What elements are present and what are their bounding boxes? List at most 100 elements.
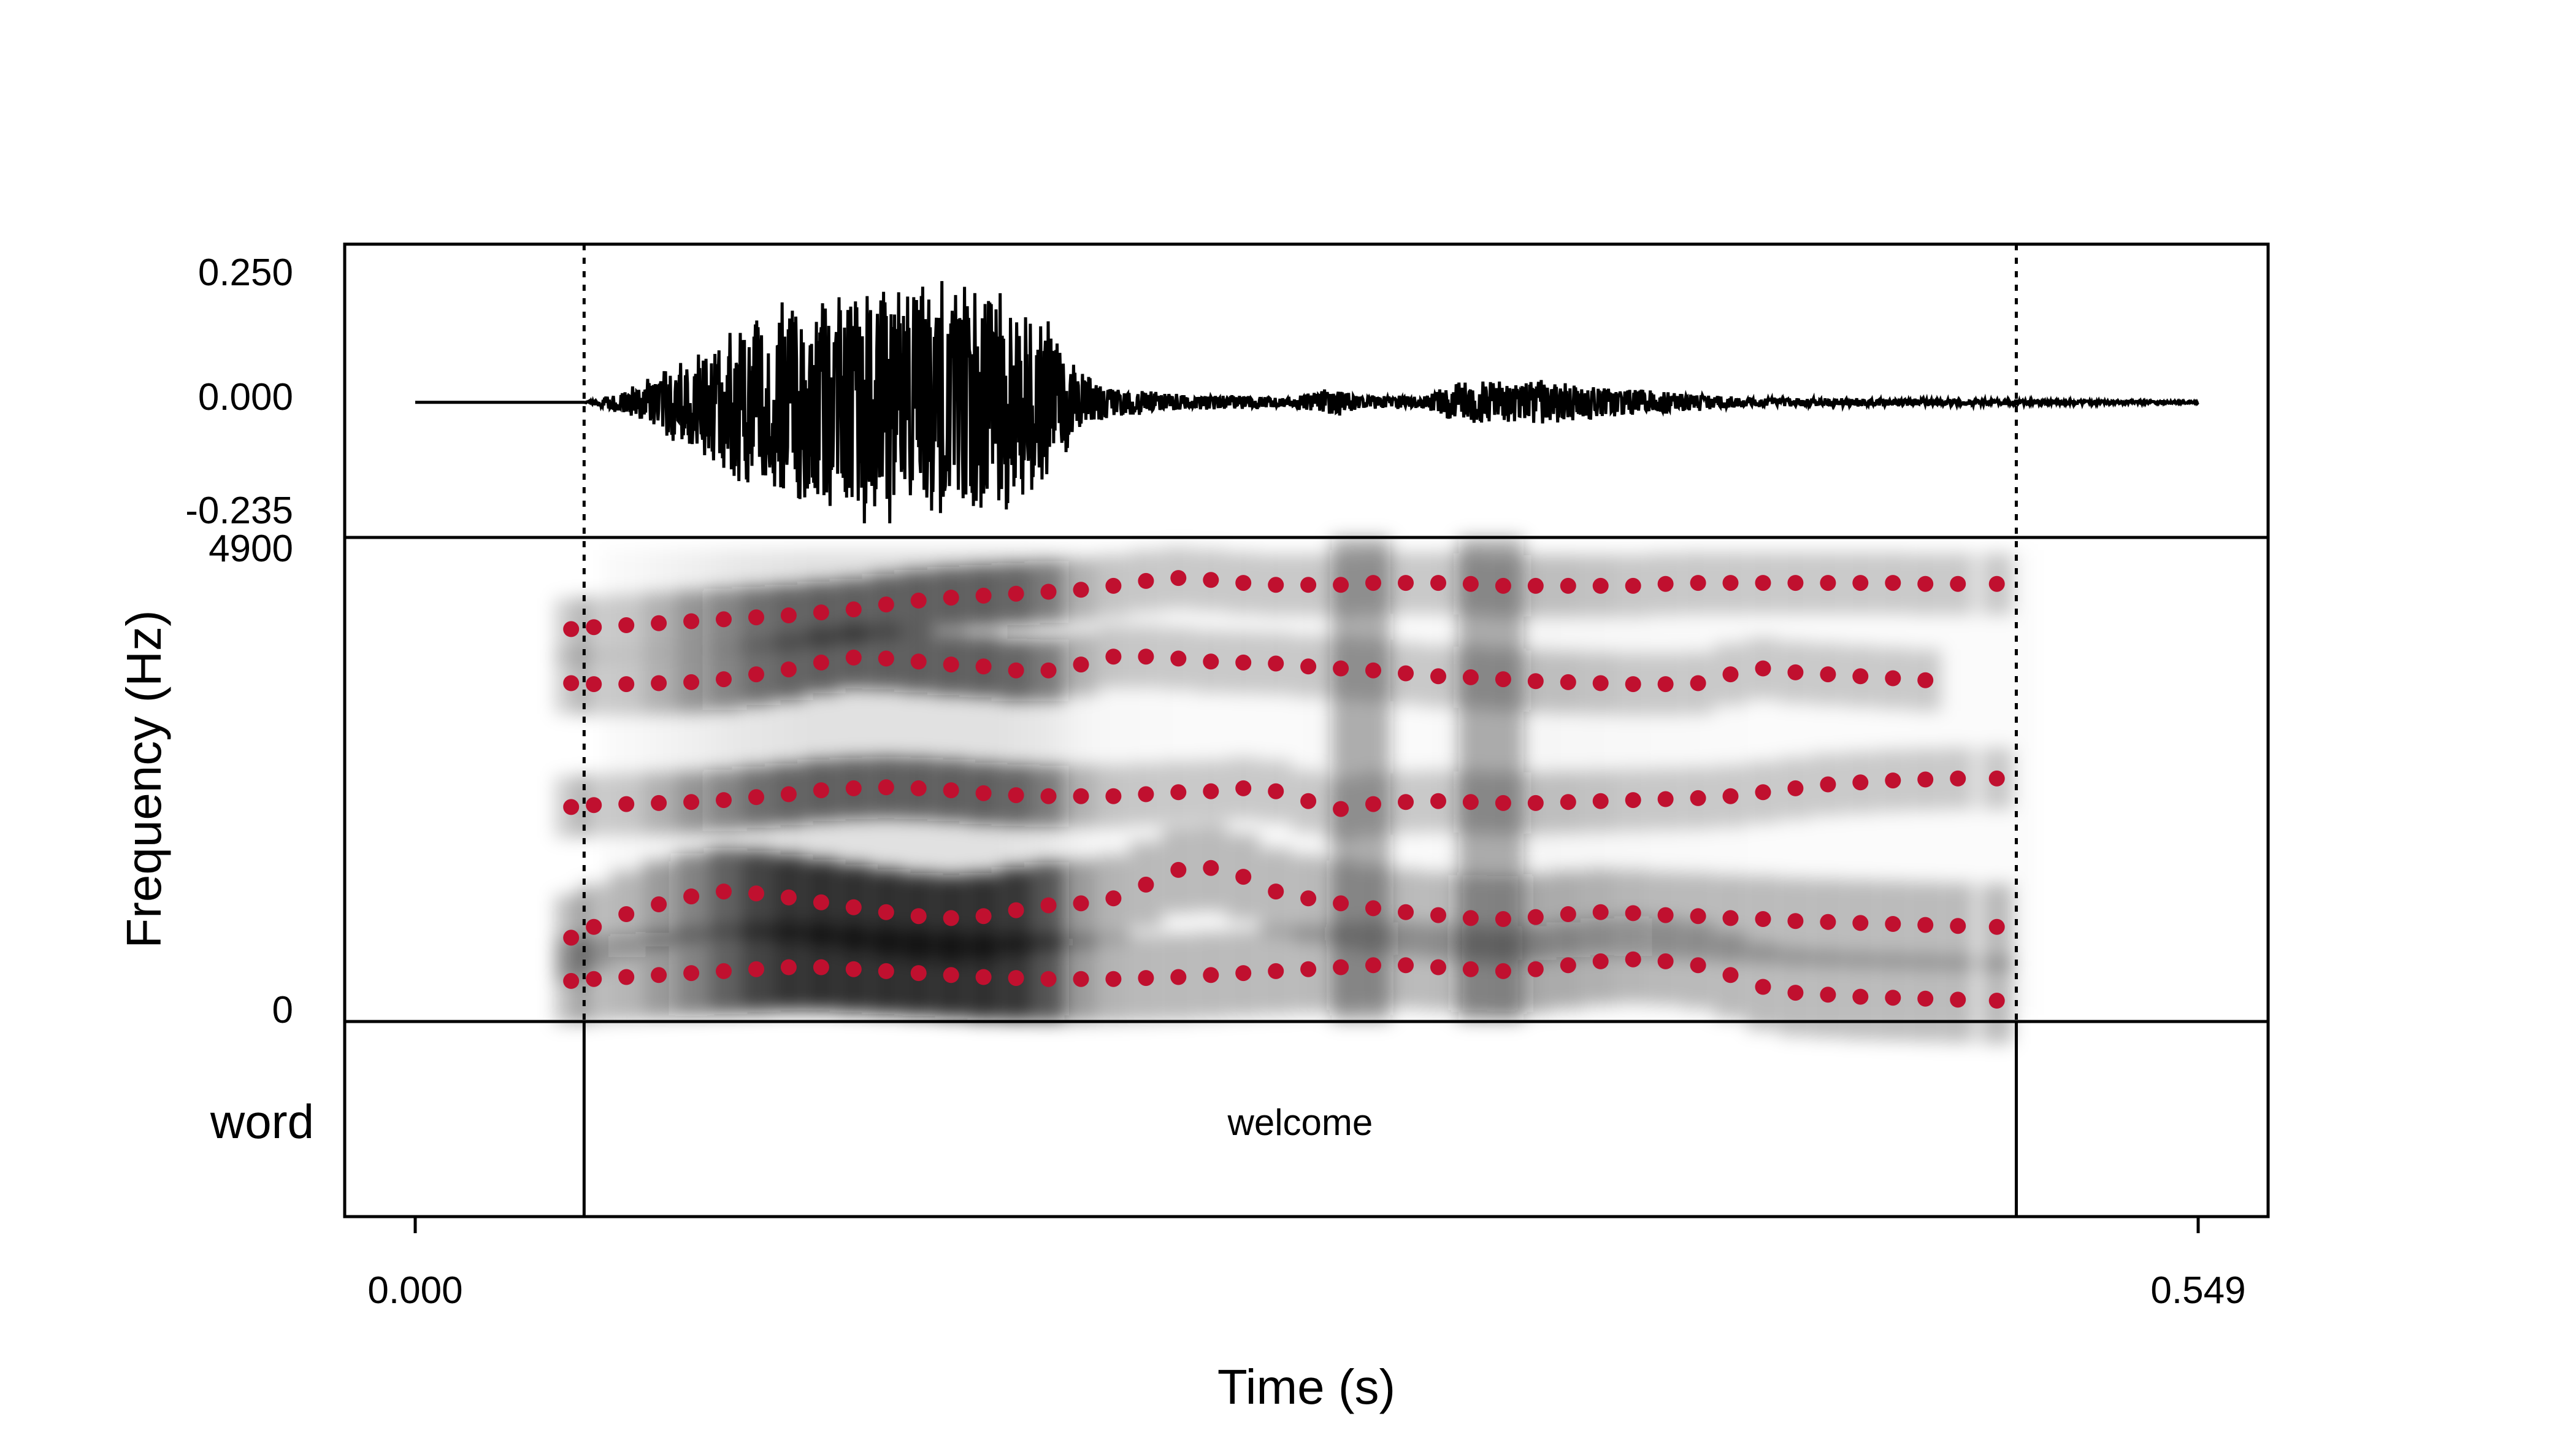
formant-point — [1365, 796, 1381, 812]
spectrogram-striation — [2011, 550, 2016, 1015]
spectrogram-striation — [1309, 550, 1314, 1015]
spectrogram-striation — [1879, 550, 1884, 1015]
formant-point — [1722, 910, 1739, 926]
spectrogram-striation — [1557, 550, 1563, 1015]
formant-point — [1820, 666, 1836, 683]
formant-point — [910, 908, 927, 925]
formant-point — [618, 617, 635, 633]
spectrogram-striation — [1031, 550, 1037, 1015]
formant-point — [1820, 575, 1836, 591]
formant-point — [1073, 656, 1089, 673]
formant-point — [716, 963, 732, 979]
formant-point — [1333, 801, 1349, 817]
spectrogram-tick-top: 4900 — [209, 528, 293, 570]
spectrogram-striation — [1630, 550, 1636, 1015]
formant-point — [780, 889, 797, 906]
spectrogram-striation — [753, 550, 759, 1015]
spectrogram-striation — [1601, 550, 1606, 1015]
spectrogram-striation — [1294, 550, 1300, 1015]
formant-point — [813, 604, 829, 621]
spectrogram-striation — [812, 550, 818, 1015]
formant-point — [1365, 900, 1381, 917]
spectrogram-striation — [2025, 550, 2031, 1015]
formant-point — [813, 654, 829, 671]
spectrogram-striation — [1543, 550, 1548, 1015]
spectrogram-striation — [1440, 550, 1446, 1015]
formant-point — [910, 780, 927, 796]
formant-point — [1657, 791, 1674, 807]
spectrogram-striation — [622, 550, 627, 1015]
spectrogram-striation — [827, 550, 832, 1015]
spectrogram-striation — [651, 550, 657, 1015]
formant-point — [1073, 582, 1089, 598]
interval-label[interactable]: welcome — [1227, 1102, 1373, 1143]
spectrogram-striation — [1689, 550, 1694, 1015]
spectrogram-striation — [943, 550, 949, 1015]
spectrogram-striation — [1616, 550, 1621, 1015]
formant-point — [1722, 967, 1739, 983]
formant-point — [563, 929, 580, 946]
formant-point — [1625, 792, 1641, 809]
formant-point — [1170, 570, 1187, 587]
spectrogram-striation — [666, 550, 672, 1015]
formant-point — [1170, 784, 1187, 801]
formant-point — [1040, 971, 1057, 987]
spectrogram-striation — [1660, 550, 1665, 1015]
spectrogram-noise-column — [1458, 537, 1524, 1022]
formant-point — [716, 671, 732, 688]
formant-point — [1755, 911, 1771, 927]
spectrogram-striation — [768, 550, 773, 1015]
formant-point — [683, 613, 700, 629]
formant-point — [1040, 897, 1057, 914]
x-tick-label: 0.000 — [367, 1269, 462, 1312]
spectrogram-striation — [1966, 550, 1972, 1015]
formant-point — [1560, 906, 1576, 922]
formant-point — [1988, 993, 2005, 1009]
spectrogram-striation — [1163, 550, 1168, 1015]
spectrogram-striation — [958, 550, 964, 1015]
formant-point — [1722, 575, 1739, 591]
formant-point — [1203, 860, 1219, 876]
formant-point — [1495, 911, 1511, 927]
formant-point — [618, 676, 635, 693]
spectrogram-striation — [1016, 550, 1022, 1015]
formant-point — [716, 611, 732, 628]
formant-point — [943, 782, 959, 799]
formant-point — [1852, 575, 1869, 591]
spectrogram-striation — [710, 550, 715, 1015]
spectrogram-striation — [1177, 550, 1183, 1015]
formant-point — [845, 601, 862, 618]
formant-tracks — [563, 570, 2005, 1009]
plot-frame — [343, 242, 2270, 1218]
formant-point — [586, 676, 602, 693]
formant-point — [1333, 577, 1349, 593]
formant-point — [1917, 575, 1934, 592]
formant-point — [780, 661, 797, 678]
formant-point — [1950, 770, 1966, 787]
formant-point — [1105, 890, 1122, 907]
formant-point — [1235, 654, 1252, 671]
formant-point — [1560, 957, 1576, 974]
formant-point — [1690, 575, 1706, 591]
formant-point — [563, 675, 580, 691]
x-tick-label: 0.549 — [2150, 1269, 2245, 1312]
formant-point — [1592, 675, 1609, 691]
formant-point — [1170, 650, 1187, 667]
spectrogram-striation — [1587, 550, 1592, 1015]
formant-point — [1430, 959, 1446, 975]
formant-point — [1917, 771, 1934, 788]
formant-point — [683, 674, 700, 690]
formant-point — [1008, 787, 1024, 804]
formant-point — [1527, 909, 1544, 925]
formant-point — [1138, 786, 1154, 802]
formant-point — [1105, 788, 1122, 804]
formant-point — [1885, 575, 1901, 591]
spectrogram-striation — [1119, 550, 1124, 1015]
spectrogram-striation — [1075, 550, 1081, 1015]
formant-point — [1885, 990, 1901, 1006]
formant-point — [1690, 908, 1706, 925]
formant-point — [813, 894, 829, 910]
formant-point — [878, 779, 894, 796]
formant-point — [780, 607, 797, 623]
formant-point — [780, 959, 797, 975]
